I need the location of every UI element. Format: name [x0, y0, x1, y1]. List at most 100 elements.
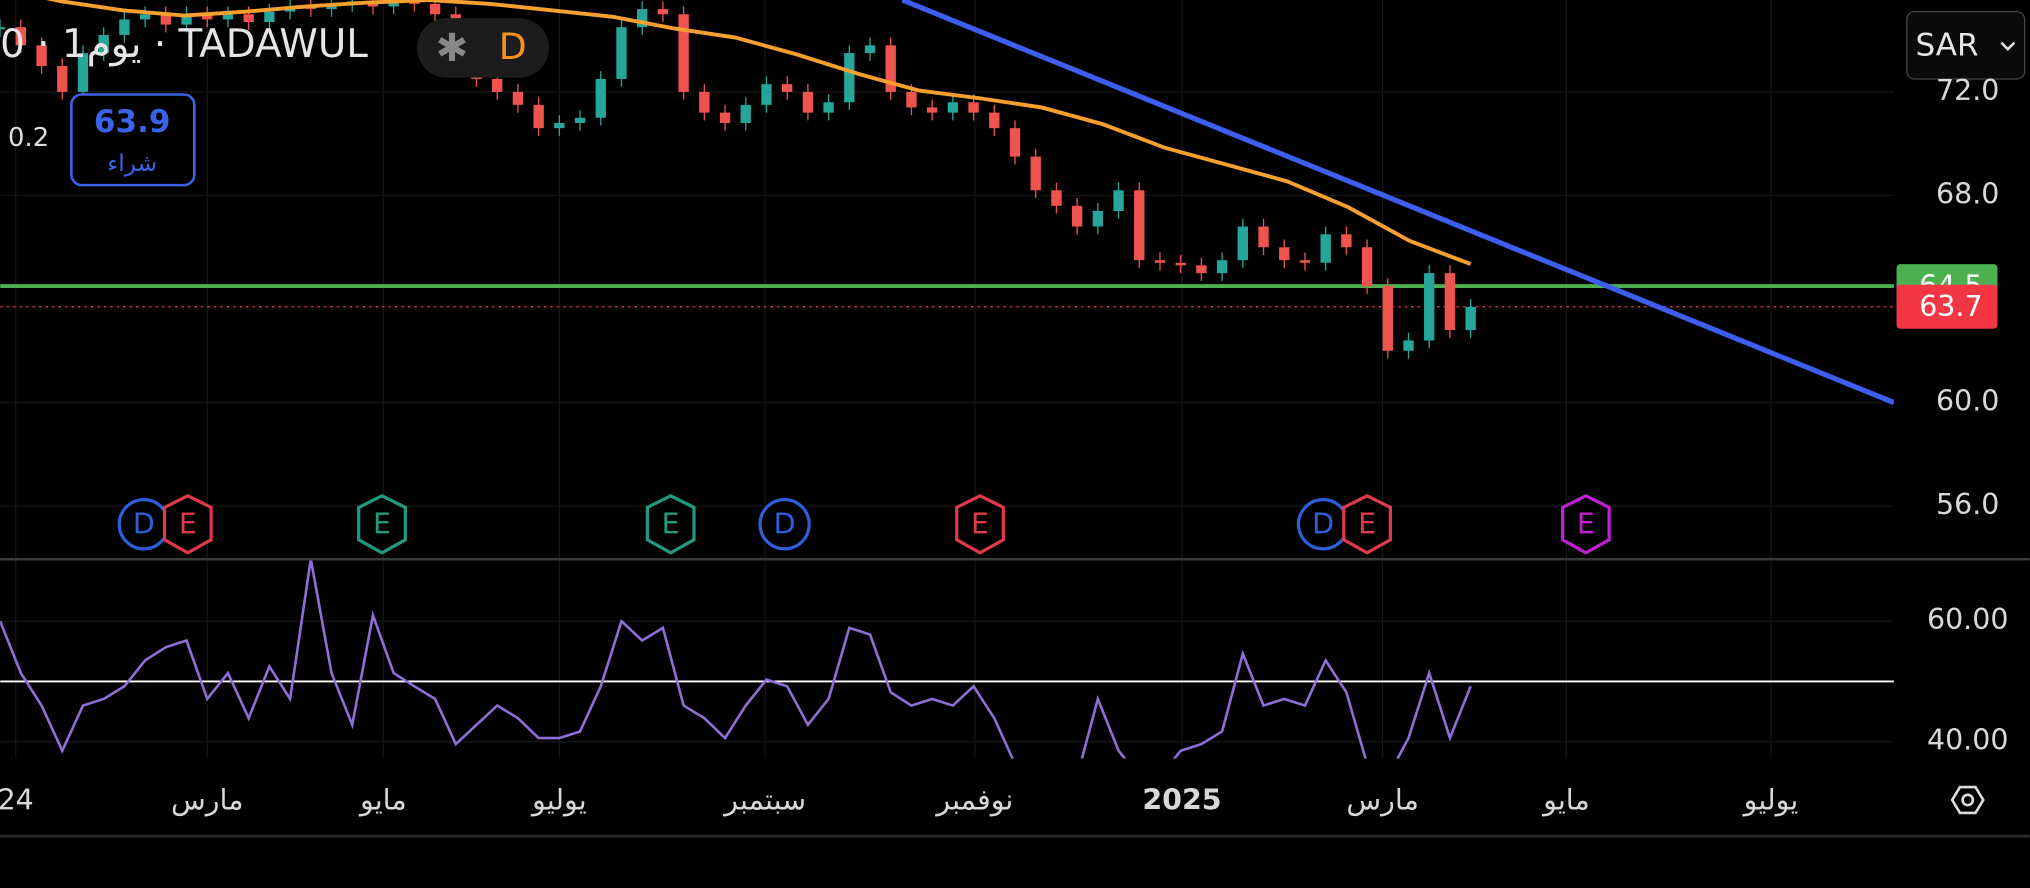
buy-button[interactable]: [70, 93, 196, 187]
candle: [1030, 156, 1041, 191]
candle: [1424, 273, 1435, 341]
candle: [1465, 306, 1476, 331]
event-earnings: [162, 493, 213, 555]
settings-icon[interactable]: [1950, 785, 1985, 815]
currency-select[interactable]: [1906, 11, 2026, 80]
candle: [1320, 234, 1331, 263]
candle: [1154, 260, 1166, 263]
event-label: D: [1312, 508, 1334, 541]
event-label: E: [373, 508, 391, 541]
event-label: E: [1577, 508, 1595, 541]
candle: [699, 91, 710, 113]
candle: [512, 91, 524, 105]
candle: [1237, 226, 1249, 261]
candle: [989, 112, 1000, 129]
indicator-toggle[interactable]: [416, 18, 549, 78]
candle: [781, 84, 793, 92]
x-tick-label: مايو: [358, 783, 407, 816]
x-tick-label: سبتمبر: [722, 783, 806, 816]
trendline: [901, 0, 1894, 405]
candle: [1258, 226, 1269, 248]
candle: [492, 78, 503, 92]
candle: [15, 27, 27, 46]
candle: [533, 104, 544, 129]
candle: [388, 1, 399, 7]
y-tick-label: 68.0: [1936, 177, 1999, 210]
event-earnings: [1560, 493, 1611, 555]
candle: [1279, 247, 1290, 261]
candle: [98, 34, 109, 54]
candle: [1299, 260, 1311, 263]
candle: [1382, 286, 1393, 351]
candle: [595, 78, 606, 118]
candle: [906, 91, 917, 108]
candle: [264, 11, 275, 23]
candle: [222, 14, 234, 20]
x-tick-label: 24: [0, 783, 34, 816]
event-label: E: [662, 508, 680, 541]
event-label: E: [179, 508, 197, 541]
y-tick-label: 60.0: [1936, 385, 1999, 418]
candle: [1403, 340, 1414, 351]
x-tick-label: يوليو: [530, 783, 587, 816]
last-label: 63.7: [1919, 290, 1982, 323]
candle: [719, 112, 731, 123]
y-tick-label: 40.00: [1927, 724, 2009, 757]
candle: [844, 53, 855, 103]
candle: [885, 45, 896, 92]
y-tick-label: 60.00: [1927, 603, 2009, 636]
event-label: D: [774, 508, 796, 541]
candle: [1341, 234, 1352, 248]
candle: [678, 14, 689, 92]
event-dividend: [758, 498, 811, 551]
candle: [36, 45, 47, 67]
change: 0.2: [8, 123, 49, 153]
candle: [574, 117, 586, 123]
candle: [864, 45, 876, 54]
candle: [243, 14, 254, 23]
candle: [1009, 128, 1021, 157]
x-tick-label: مايو: [1541, 783, 1590, 816]
event-earnings: [955, 493, 1005, 555]
candle: [761, 84, 772, 105]
candle: [1361, 247, 1373, 287]
y-tick-label: 56.0: [1936, 488, 1999, 521]
candle: [1134, 190, 1145, 261]
candle: [740, 104, 751, 123]
event-label: E: [1358, 508, 1376, 541]
candle: [926, 107, 938, 113]
x-tick-label: يوليو: [1742, 783, 1799, 816]
rsi-line: [0, 559, 1472, 759]
y-tick-label: 72.0: [1936, 74, 1999, 107]
candle: [57, 66, 68, 92]
candle: [160, 14, 172, 25]
candle: [637, 9, 648, 28]
overlay: 0 · 1يوم · TADAWUL ✱ D 0.2 63.9 شراء SAR…: [0, 11, 2026, 816]
candle: [1175, 262, 1186, 266]
x-tick-label: مارس: [1346, 783, 1418, 816]
x-tick-label: مارس: [171, 783, 243, 816]
candle: [409, 1, 420, 4]
event-earnings: [645, 493, 696, 555]
candle: [0, 27, 6, 30]
candle: [1071, 205, 1083, 227]
x-tick-label: 2025: [1142, 783, 1221, 816]
event-earnings: [1342, 493, 1393, 555]
candle: [1216, 260, 1228, 274]
moving-average: [45, 0, 1472, 266]
rsi-pane: [0, 559, 1894, 759]
candle: [429, 3, 441, 15]
candle: [202, 14, 213, 20]
settings-dot: [1961, 793, 1975, 807]
candle: [823, 102, 834, 113]
candle: [139, 14, 151, 20]
x-tick-label: نوفمبر: [934, 783, 1013, 816]
candle: [1113, 190, 1124, 211]
candle: [181, 14, 192, 25]
candle: [1444, 273, 1456, 331]
candle: [77, 53, 89, 92]
candle: [947, 102, 959, 113]
price-pane: [0, 0, 1894, 405]
chevron: [2000, 41, 2016, 52]
